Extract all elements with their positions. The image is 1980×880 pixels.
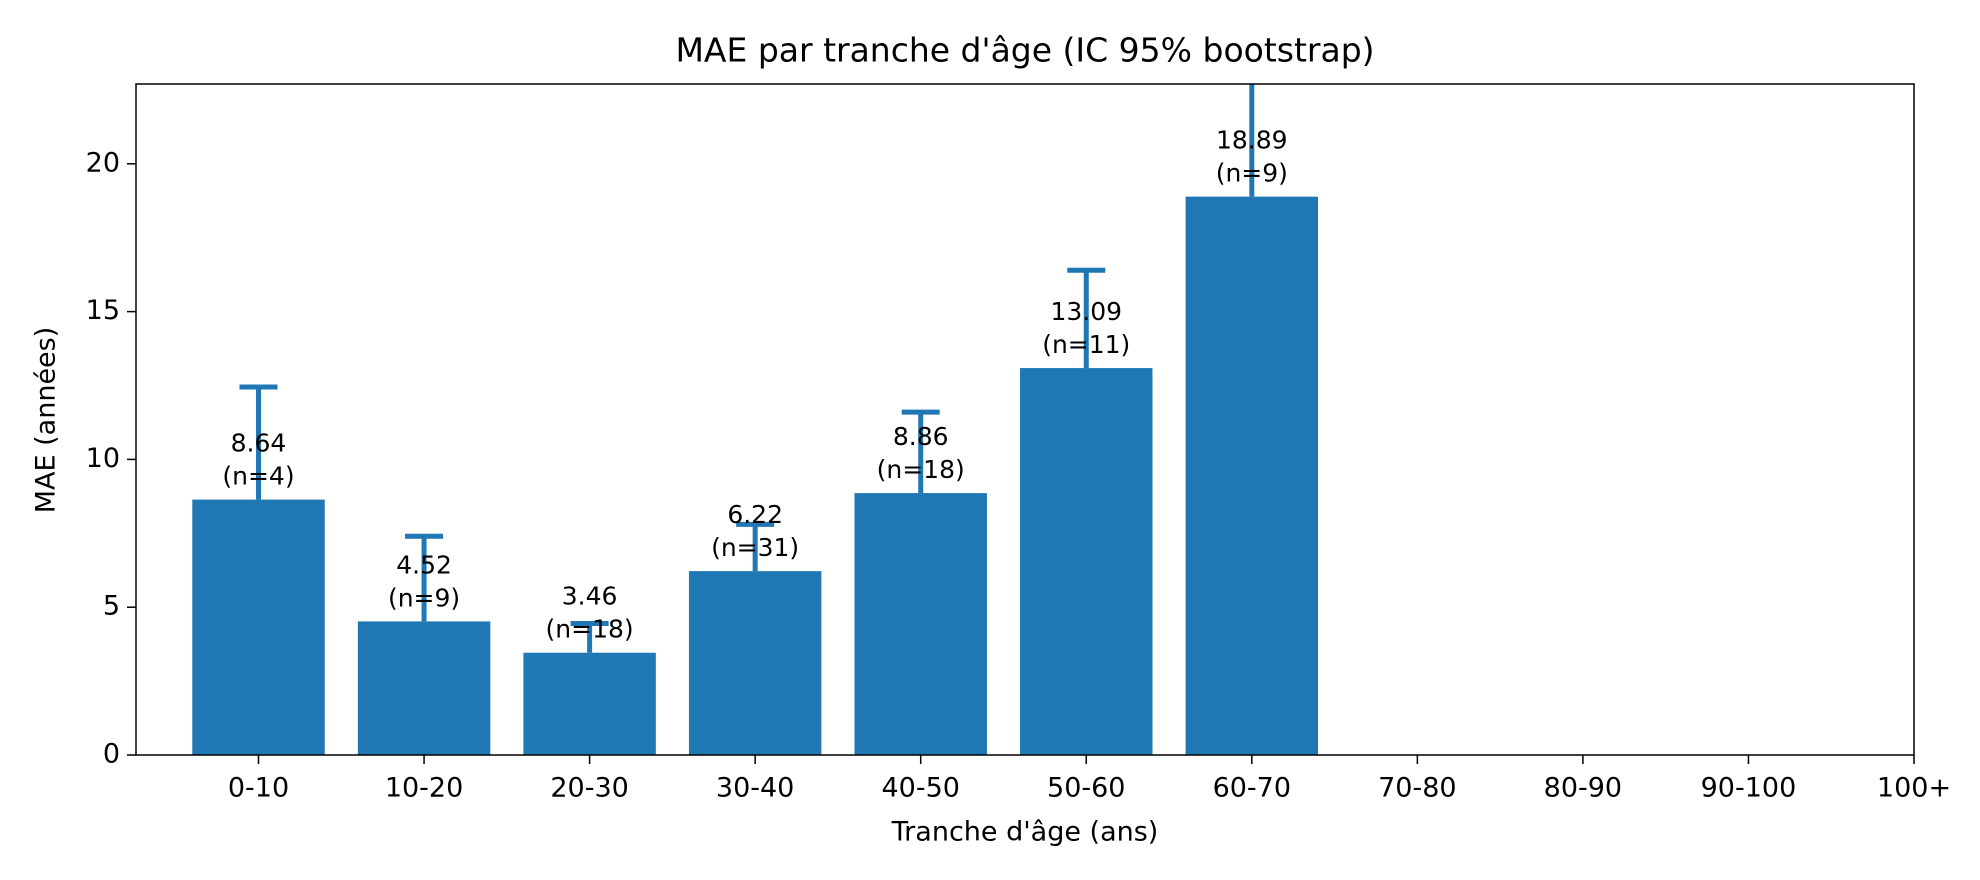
bar [688,571,822,755]
plot-area [192,84,1319,755]
x-tick-label: 60-70 [1213,773,1291,804]
bar [1020,368,1153,755]
y-axis-label: MAE (années) [31,327,62,514]
axes-frame [135,83,1915,756]
value-label: 3.46 [562,582,618,611]
x-tick-label: 90-100 [1701,773,1797,804]
x-tick-label: 10-20 [385,773,463,804]
bar [523,652,656,755]
count-label: (n=18) [877,455,965,484]
count-label: (n=18) [546,615,634,644]
x-tick-label: 50-60 [1047,773,1125,804]
x-tick-label: 0-10 [228,773,289,804]
bar [357,621,491,755]
value-label: 13.09 [1050,297,1122,326]
value-label: 6.22 [727,500,783,529]
x-tick-label: 20-30 [550,773,628,804]
x-axis-label: Tranche d'âge (ans) [891,817,1159,848]
count-label: (n=9) [388,583,460,612]
value-label: 18.89 [1216,126,1288,155]
y-tick-label: 0 [103,739,120,770]
chart-title: MAE par tranche d'âge (IC 95% bootstrap) [675,31,1374,70]
x-tick-label: 40-50 [881,773,959,804]
x-tick-label: 100+ [1877,773,1951,804]
count-label: (n=11) [1042,330,1130,359]
x-tick-label: 30-40 [716,773,794,804]
x-tick-label: 70-80 [1378,773,1456,804]
y-tick-label: 20 [86,147,120,178]
y-tick-label: 5 [103,591,120,622]
y-tick-label: 15 [86,295,120,326]
bar [1185,196,1319,755]
count-label: (n=9) [1216,159,1288,188]
x-tick-label: 80-90 [1544,773,1622,804]
value-label: 8.64 [231,429,287,458]
y-tick-label: 10 [86,443,120,474]
bar [192,499,325,755]
count-label: (n=4) [222,462,294,491]
count-label: (n=31) [711,533,799,562]
value-label: 8.86 [893,422,949,451]
bar [854,493,987,755]
value-label: 4.52 [396,550,452,579]
